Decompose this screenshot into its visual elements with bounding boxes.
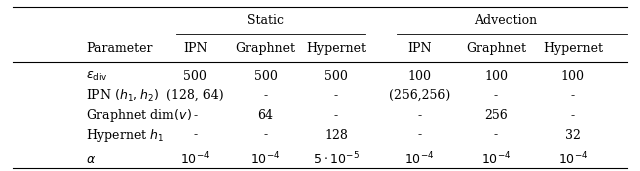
Text: 128: 128: [324, 129, 348, 142]
Text: $\epsilon_{\mathrm{div}}$: $\epsilon_{\mathrm{div}}$: [86, 70, 108, 83]
Text: $10^{-4}$: $10^{-4}$: [180, 151, 211, 167]
Text: Parameter: Parameter: [86, 42, 153, 55]
Text: 100: 100: [561, 70, 585, 83]
Text: -: -: [193, 129, 197, 142]
Text: $\alpha$: $\alpha$: [86, 153, 97, 166]
Text: Graphnet: Graphnet: [236, 42, 296, 55]
Text: -: -: [494, 129, 498, 142]
Text: IPN: IPN: [407, 42, 431, 55]
Text: Graphnet dim$(v)$: Graphnet dim$(v)$: [86, 107, 192, 124]
Text: 32: 32: [565, 129, 580, 142]
Text: IPN $(h_1, h_2)$: IPN $(h_1, h_2)$: [86, 88, 159, 104]
Text: $10^{-4}$: $10^{-4}$: [481, 151, 511, 167]
Text: -: -: [334, 109, 338, 122]
Text: -: -: [571, 109, 575, 122]
Text: Advection: Advection: [474, 14, 537, 27]
Text: -: -: [417, 109, 421, 122]
Text: 64: 64: [257, 109, 274, 122]
Text: -: -: [193, 109, 197, 122]
Text: -: -: [571, 89, 575, 102]
Text: IPN: IPN: [183, 42, 207, 55]
Text: $10^{-4}$: $10^{-4}$: [250, 151, 281, 167]
Text: 100: 100: [407, 70, 431, 83]
Text: -: -: [494, 89, 498, 102]
Text: 500: 500: [183, 70, 207, 83]
Text: 500: 500: [324, 70, 348, 83]
Text: (128, 64): (128, 64): [166, 89, 224, 102]
Text: -: -: [264, 89, 268, 102]
Text: $10^{-4}$: $10^{-4}$: [404, 151, 435, 167]
Text: $10^{-4}$: $10^{-4}$: [557, 151, 588, 167]
Text: (256,256): (256,256): [388, 89, 450, 102]
Text: -: -: [334, 89, 338, 102]
Text: -: -: [417, 129, 421, 142]
Text: 500: 500: [253, 70, 278, 83]
Text: $5 \cdot 10^{-5}$: $5 \cdot 10^{-5}$: [312, 151, 360, 167]
Text: 100: 100: [484, 70, 508, 83]
Text: Hypernet $h_1$: Hypernet $h_1$: [86, 127, 165, 144]
Text: Hypernet: Hypernet: [306, 42, 366, 55]
Text: Hypernet: Hypernet: [543, 42, 603, 55]
Text: Static: Static: [247, 14, 284, 27]
Text: 256: 256: [484, 109, 508, 122]
Text: -: -: [264, 129, 268, 142]
Text: Graphnet: Graphnet: [466, 42, 526, 55]
